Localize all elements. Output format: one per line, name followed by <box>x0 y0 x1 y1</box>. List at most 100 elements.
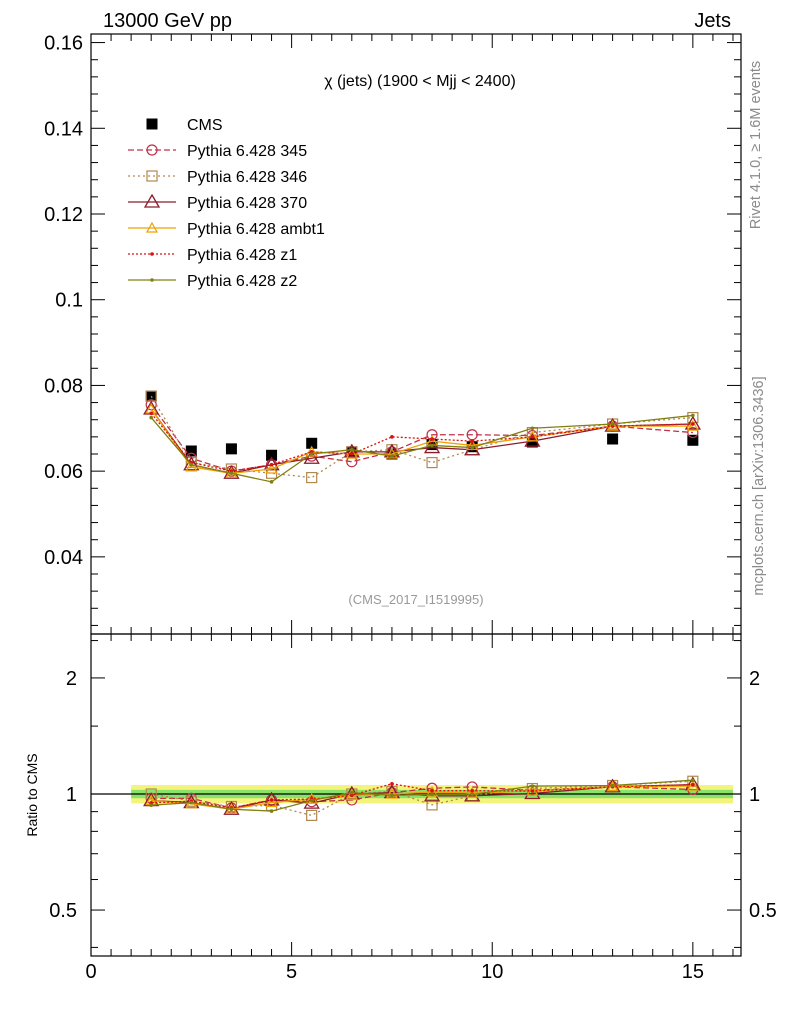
ratio-point-pythia-6-428-z1 <box>691 782 695 787</box>
point-pythia-6-428-370 <box>524 432 541 447</box>
point-pythia-6-428-370 <box>183 456 200 471</box>
ratio-point-pythia-6-428-346 <box>145 788 157 800</box>
upper-y-tick-label: 0.1 <box>55 290 83 312</box>
point-cms <box>185 445 197 457</box>
point-pythia-6-428-346 <box>426 456 438 469</box>
point-pythia-6-428-ambt1 <box>385 447 398 459</box>
point-pythia-6-428-370 <box>604 417 621 432</box>
ratio-point-pythia-6-428-z2 <box>610 783 615 788</box>
series-line-pythia-6-428-z1 <box>150 412 693 472</box>
ratio-line-pythia-6-428-z2 <box>151 779 693 812</box>
ratio-point-pythia-6-428-z2 <box>691 778 695 782</box>
mcplots-label: mcplots.cern.ch [arXiv:1306.3436] <box>751 376 767 595</box>
point-pythia-6-428-ambt1 <box>265 462 278 474</box>
ratio-point-pythia-6-428-z1 <box>269 798 274 802</box>
ratio-point-pythia-6-428-z2 <box>390 793 394 798</box>
point-pythia-6-428-370 <box>684 415 701 430</box>
point-pythia-6-428-z1 <box>149 411 153 416</box>
point-pythia-6-428-z1 <box>350 452 354 456</box>
legend-marker-pythia-6-428-345 <box>146 144 158 156</box>
ratio-point-pythia-6-428-z1 <box>470 788 474 793</box>
point-cms <box>266 449 278 461</box>
ratio-point-pythia-6-428-346 <box>426 799 438 811</box>
point-pythia-6-428-345 <box>687 426 699 439</box>
upper-y-tick-label: 0.14 <box>44 118 83 140</box>
ratio-axis-label: Ratio to CMS <box>24 753 40 836</box>
tick-layer: 0.04 0.06 0.08 0.1 0.12 0.14 0.16 0 5 10 15 0.5 0.5 1… <box>44 33 777 983</box>
point-cms <box>687 434 699 446</box>
upper-y-tick-label: 0.12 <box>44 204 83 226</box>
point-pythia-6-428-ambt1 <box>526 430 539 442</box>
ratio-point-pythia-6-428-ambt1 <box>466 786 479 798</box>
point-pythia-6-428-z2 <box>309 452 314 456</box>
point-pythia-6-428-ambt1 <box>185 460 198 472</box>
point-pythia-6-428-z2 <box>390 454 394 458</box>
point-pythia-6-428-370 <box>303 449 320 464</box>
point-pythia-6-428-z1 <box>530 435 535 439</box>
lower-y-tick-label: 2 <box>66 668 77 690</box>
point-pythia-6-428-z1 <box>691 422 695 426</box>
ratio-point-pythia-6-428-z1 <box>350 793 354 798</box>
legend-marker-cms <box>146 118 158 130</box>
point-pythia-6-428-z2 <box>149 415 153 420</box>
ratio-point-pythia-6-428-z2 <box>350 790 354 795</box>
ratio-point-pythia-6-428-ambt1 <box>606 780 619 792</box>
point-pythia-6-428-z2 <box>189 462 194 467</box>
lower-y-tick-label-right: 0.5 <box>749 900 777 922</box>
ratio-point-pythia-6-428-ambt1 <box>385 787 398 799</box>
point-pythia-6-428-z2 <box>530 426 535 431</box>
point-pythia-6-428-346 <box>306 471 318 484</box>
legend-marker-pythia-6-428-346 <box>146 170 158 182</box>
legend-label-pythia-6-428-z1: Pythia 6.428 z1 <box>187 247 297 264</box>
point-pythia-6-428-ambt1 <box>686 419 699 431</box>
lower-y-tick-label: 1 <box>66 784 77 806</box>
series-line-pythia-6-428-z2 <box>150 414 693 483</box>
rivet-label: Rivet 4.1.0, ≥ 1.6M events <box>748 61 764 229</box>
point-pythia-6-428-ambt1 <box>466 439 479 451</box>
lower-y-tick-label: 0.5 <box>49 900 77 922</box>
header-left-label: 13000 GeV pp <box>103 10 232 32</box>
ratio-point-pythia-6-428-z1 <box>390 781 394 786</box>
legend-marker-pythia-6-428-ambt1 <box>145 221 159 233</box>
ratio-point-pythia-6-428-z1 <box>530 789 535 793</box>
legend: CMS Pythia 6.428 345 Pythia 6.428 346 Pythi… <box>128 117 325 290</box>
point-pythia-6-428-ambt1 <box>606 419 619 431</box>
ratio-point-pythia-6-428-ambt1 <box>686 779 699 791</box>
point-pythia-6-428-z2 <box>691 413 695 418</box>
ratio-point-pythia-6-428-346 <box>306 809 318 821</box>
upper-y-tick-label: 0.06 <box>44 461 83 483</box>
ratio-point-pythia-6-428-z2 <box>149 803 153 808</box>
ratio-point-pythia-6-428-z2 <box>189 800 194 805</box>
point-cms <box>526 436 538 448</box>
lower-frame <box>90 633 742 957</box>
ratio-point-pythia-6-428-370 <box>263 791 280 806</box>
ratio-line-pythia-6-428-346 <box>151 780 693 817</box>
legend-label-pythia-6-428-345: Pythia 6.428 345 <box>187 143 307 160</box>
ratio-point-pythia-6-428-z2 <box>229 807 234 812</box>
point-pythia-6-428-z2 <box>350 447 354 452</box>
point-pythia-6-428-z2 <box>229 471 234 476</box>
legend-label-pythia-6-428-ambt1: Pythia 6.428 ambt1 <box>187 221 325 238</box>
series-layer <box>143 390 701 821</box>
x-tick-label: 15 <box>682 961 704 983</box>
legend-label-pythia-6-428-z2: Pythia 6.428 z2 <box>187 273 297 290</box>
x-tick-label: 5 <box>286 961 297 983</box>
point-pythia-6-428-z2 <box>430 443 434 448</box>
ratio-point-pythia-6-428-z2 <box>470 792 474 797</box>
x-tick-label: 10 <box>481 961 503 983</box>
ratio-point-pythia-6-428-370 <box>303 794 320 809</box>
legend-marker-pythia-6-428-370 <box>143 193 161 208</box>
series-line-pythia-6-428-345 <box>150 404 693 472</box>
ratio-point-pythia-6-428-z2 <box>269 809 274 813</box>
point-pythia-6-428-z1 <box>430 437 434 441</box>
point-pythia-6-428-z1 <box>269 462 274 467</box>
analysis-label: (CMS_2017_I1519995) <box>348 592 483 607</box>
ratio-point-pythia-6-428-z2 <box>530 784 535 788</box>
ratio-point-pythia-6-428-z2 <box>430 792 434 797</box>
ratio-point-pythia-6-428-ambt1 <box>265 796 278 808</box>
x-tick-label: 0 <box>85 961 96 983</box>
point-pythia-6-428-z2 <box>269 480 274 484</box>
legend-label-pythia-6-428-370: Pythia 6.428 370 <box>187 195 307 212</box>
lower-y-tick-label-right: 2 <box>749 668 760 690</box>
point-pythia-6-428-z1 <box>470 439 474 443</box>
